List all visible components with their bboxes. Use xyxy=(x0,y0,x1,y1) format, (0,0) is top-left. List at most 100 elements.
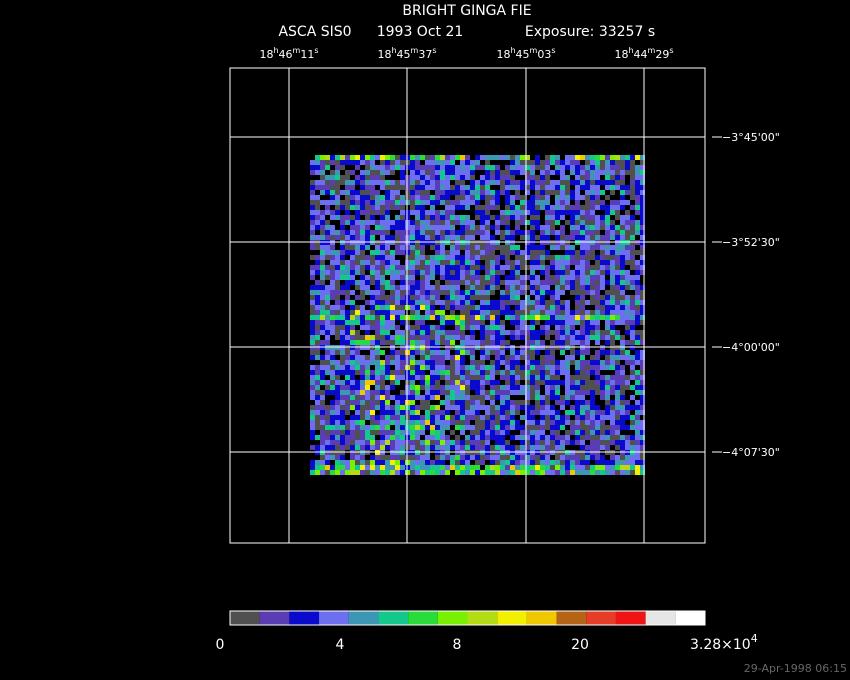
pixel xyxy=(365,215,370,220)
pixel xyxy=(495,350,500,355)
pixel xyxy=(470,265,475,270)
pixel xyxy=(420,470,425,475)
pixel xyxy=(315,410,320,415)
pixel xyxy=(335,390,340,395)
pixel xyxy=(485,280,490,285)
pixel xyxy=(630,445,635,450)
pixel xyxy=(390,375,395,380)
pixel xyxy=(350,350,355,355)
pixel xyxy=(330,160,335,165)
pixel xyxy=(455,180,460,185)
pixel xyxy=(580,210,585,215)
pixel xyxy=(635,355,640,360)
pixel xyxy=(315,180,320,185)
pixel xyxy=(530,305,535,310)
pixel xyxy=(330,400,335,405)
pixel xyxy=(615,265,620,270)
pixel xyxy=(465,155,470,160)
pixel xyxy=(410,265,415,270)
pixel xyxy=(395,405,400,410)
pixel xyxy=(315,200,320,205)
pixel xyxy=(475,210,480,215)
pixel xyxy=(575,455,580,460)
pixel xyxy=(410,440,415,445)
pixel xyxy=(575,405,580,410)
pixel xyxy=(620,390,625,395)
pixel xyxy=(360,425,365,430)
pixel xyxy=(475,440,480,445)
pixel xyxy=(335,315,340,320)
pixel xyxy=(535,255,540,260)
pixel xyxy=(365,355,370,360)
pixel xyxy=(485,310,490,315)
pixel xyxy=(415,225,420,230)
pixel xyxy=(430,160,435,165)
pixel xyxy=(495,460,500,465)
pixel xyxy=(465,190,470,195)
pixel xyxy=(570,425,575,430)
pixel xyxy=(635,360,640,365)
pixel xyxy=(350,385,355,390)
pixel xyxy=(565,300,570,305)
pixel xyxy=(320,440,325,445)
pixel xyxy=(400,395,405,400)
pixel xyxy=(545,220,550,225)
pixel xyxy=(605,220,610,225)
dec-label: −3°52'30" xyxy=(722,236,780,249)
pixel xyxy=(520,335,525,340)
pixel xyxy=(555,155,560,160)
pixel xyxy=(545,155,550,160)
pixel xyxy=(490,395,495,400)
pixel xyxy=(445,250,450,255)
pixel xyxy=(460,415,465,420)
pixel xyxy=(605,205,610,210)
pixel xyxy=(445,260,450,265)
pixel xyxy=(585,200,590,205)
pixel xyxy=(575,180,580,185)
pixel xyxy=(585,250,590,255)
pixel xyxy=(330,385,335,390)
pixel xyxy=(595,290,600,295)
pixel xyxy=(525,380,530,385)
pixel xyxy=(640,170,645,175)
pixel xyxy=(640,375,645,380)
pixel xyxy=(410,165,415,170)
pixel xyxy=(545,275,550,280)
pixel xyxy=(505,255,510,260)
pixel xyxy=(340,460,345,465)
pixel xyxy=(580,385,585,390)
pixel xyxy=(510,300,515,305)
pixel xyxy=(330,290,335,295)
pixel xyxy=(500,470,505,475)
pixel xyxy=(380,215,385,220)
pixel xyxy=(585,455,590,460)
pixel xyxy=(430,370,435,375)
pixel xyxy=(375,365,380,370)
pixel xyxy=(335,455,340,460)
pixel xyxy=(580,295,585,300)
pixel xyxy=(530,380,535,385)
pixel xyxy=(460,425,465,430)
pixel xyxy=(440,285,445,290)
pixel xyxy=(625,170,630,175)
pixel xyxy=(610,155,615,160)
pixel xyxy=(575,470,580,475)
pixel xyxy=(345,390,350,395)
pixel xyxy=(440,175,445,180)
pixel xyxy=(580,305,585,310)
pixel xyxy=(500,245,505,250)
pixel xyxy=(475,200,480,205)
pixel xyxy=(310,425,315,430)
pixel xyxy=(380,255,385,260)
pixel xyxy=(365,440,370,445)
pixel xyxy=(400,170,405,175)
pixel xyxy=(525,335,530,340)
pixel xyxy=(560,320,565,325)
pixel xyxy=(515,425,520,430)
pixel xyxy=(525,155,530,160)
pixel xyxy=(365,275,370,280)
pixel xyxy=(340,405,345,410)
pixel xyxy=(595,380,600,385)
pixel xyxy=(475,360,480,365)
pixel xyxy=(555,270,560,275)
